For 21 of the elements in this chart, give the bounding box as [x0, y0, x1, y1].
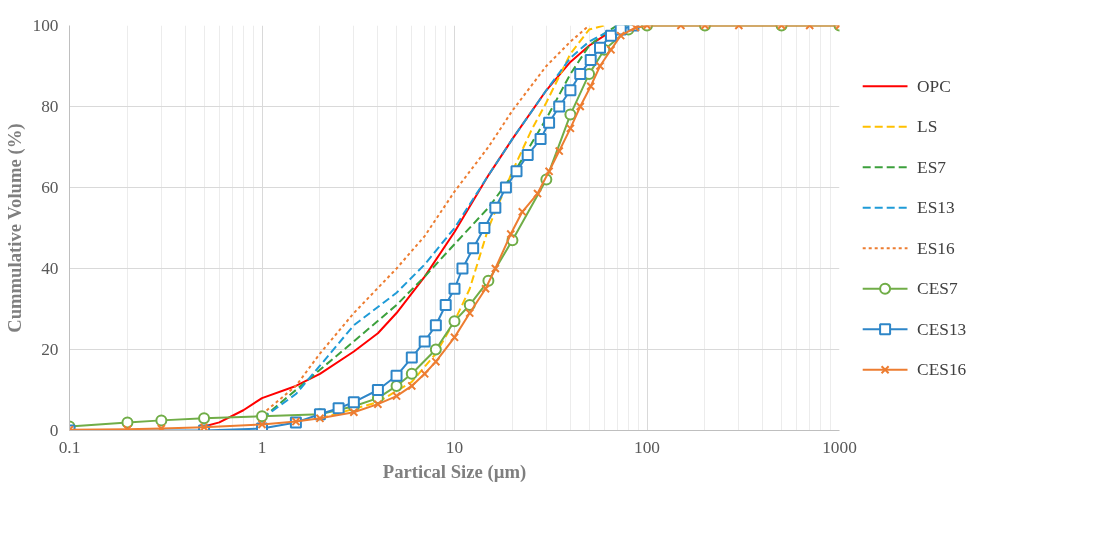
- y-tick-label: 0: [49, 421, 59, 440]
- x-axis-title: Partical Size (µm): [382, 460, 527, 483]
- legend-label: ES16: [917, 238, 955, 258]
- y-tick-label: 100: [32, 16, 59, 35]
- legend-label: ES7: [917, 157, 947, 177]
- x-tick-label: 0.1: [58, 437, 81, 457]
- legend-label: CES13: [917, 319, 967, 339]
- x-tick-label: 1: [257, 437, 267, 457]
- legend-label: OPC: [917, 76, 951, 96]
- y-axis-title: Cummulative Volume (%): [3, 123, 26, 333]
- y-tick-label: 80: [41, 97, 59, 116]
- y-tick-label: 40: [41, 259, 59, 278]
- legend-label: CES7: [917, 279, 958, 299]
- legend-label: CES16: [917, 360, 967, 380]
- y-tick-label: 20: [41, 340, 59, 359]
- legend-label: LS: [917, 117, 938, 137]
- x-tick-label: 1000: [822, 437, 857, 457]
- x-tick-label: 10: [445, 437, 464, 457]
- legend-label: ES13: [917, 198, 955, 218]
- x-tick-label: 100: [634, 437, 660, 457]
- y-tick-label: 60: [41, 178, 59, 197]
